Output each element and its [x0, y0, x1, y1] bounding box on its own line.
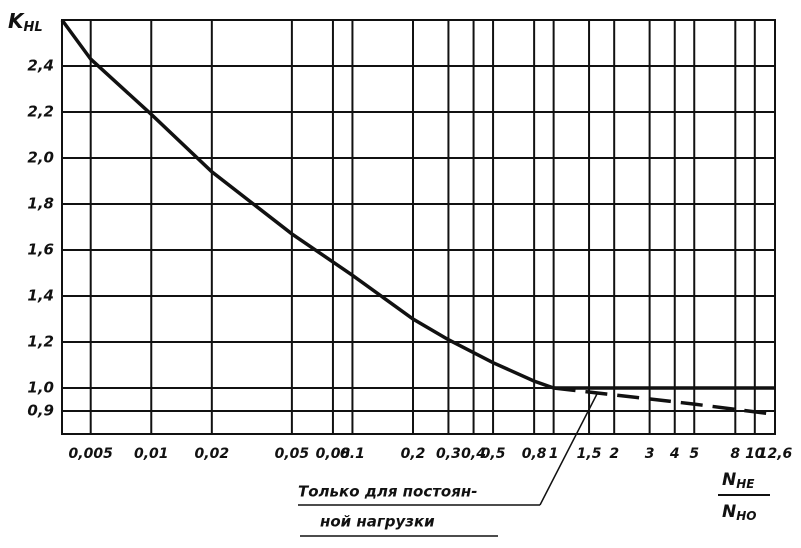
x-tick-label: 3: [645, 446, 655, 462]
x-tick-label: 0,01: [134, 446, 169, 462]
annotation: ной нагрузки: [320, 513, 435, 531]
x-tick-label: 12,6: [758, 446, 793, 462]
annotation: Только для постоян-: [298, 483, 477, 501]
y-tick-label: 2,0: [27, 149, 54, 167]
x-axis-label-denominator: NHO: [722, 502, 756, 523]
x-tick-label: 2: [609, 446, 619, 462]
y-axis-label: KHL: [8, 9, 43, 35]
x-tick-label: 10: [745, 446, 765, 462]
x-tick-label: 5: [689, 446, 699, 462]
x-tick-label: 0,005: [69, 446, 114, 462]
y-tick-label: 1,2: [27, 333, 54, 351]
y-tick-label: 1,0: [27, 379, 54, 397]
x-tick-label: 0,8: [522, 446, 547, 462]
x-tick-label: 4: [669, 446, 680, 462]
line-series: [60, 18, 555, 390]
y-tick-label: 0,9: [27, 402, 54, 420]
y-tick-label: 1,8: [27, 195, 54, 213]
x-tick-label: 1,5: [577, 446, 602, 462]
plot-frame: [61, 19, 776, 435]
y-tick-label: 1,6: [27, 241, 54, 259]
x-tick-label: 8: [730, 446, 740, 462]
y-tick-label: 2,4: [27, 57, 54, 75]
y-tick-label: 2,2: [27, 103, 54, 121]
x-tick-label: 0,5: [481, 446, 506, 462]
x-tick-label: 0,3: [436, 446, 461, 462]
x-tick-label: 0,08: [316, 446, 351, 462]
x-tick-label: 0,2: [401, 446, 426, 462]
x-tick-label: 0,4: [461, 446, 486, 462]
x-tick-label: 0,02: [195, 446, 230, 462]
line-series: [553, 386, 776, 417]
y-tick-label: 1,4: [27, 287, 54, 305]
x-tick-label: 0,05: [275, 446, 310, 462]
x-tick-label: 1: [549, 446, 559, 462]
x-axis-label-numerator: NHE: [722, 470, 755, 491]
x-tick-label: 0.1: [340, 446, 365, 462]
